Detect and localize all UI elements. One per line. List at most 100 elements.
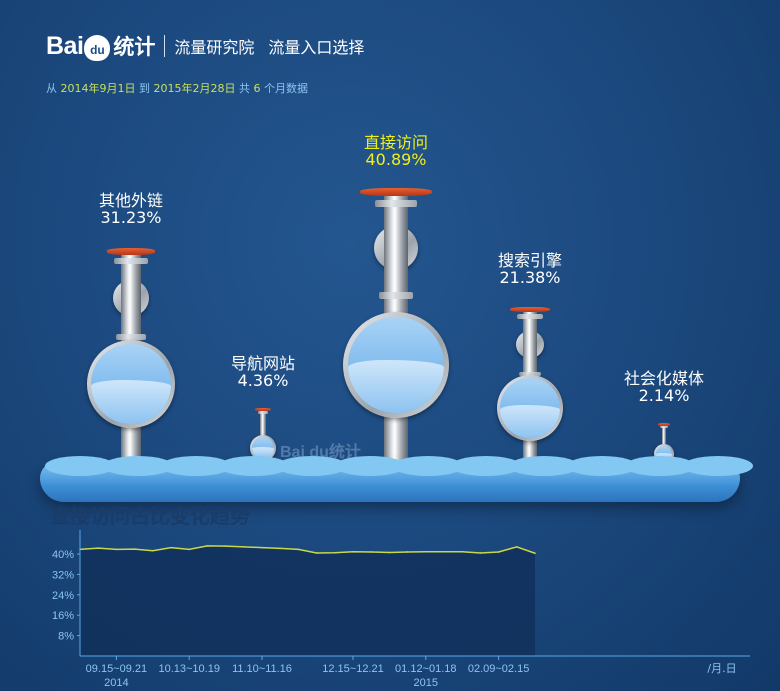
divider	[164, 35, 166, 57]
pipe-flange	[375, 200, 417, 207]
to-label: 到	[139, 82, 150, 95]
cloud-puff	[103, 456, 173, 476]
months-suffix: 个月数据	[264, 82, 308, 95]
x-tick-label: 12.15~12.21	[322, 663, 383, 675]
source-label: 直接访问 40.89%	[364, 134, 428, 168]
logo-suffix: 统计	[113, 35, 156, 59]
water-level	[252, 446, 274, 459]
gauge-glass	[348, 317, 444, 413]
x-tick-label: 10.13~10.19	[158, 663, 219, 675]
to-date: 2015年2月28日	[153, 82, 236, 95]
cloud-puff	[509, 456, 579, 476]
month-count: 6	[253, 82, 261, 95]
cloud-puff	[625, 456, 695, 476]
valve-handle-icon	[255, 408, 271, 411]
year-label: 2015	[414, 677, 438, 689]
source-name: 社会化媒体	[623, 369, 705, 388]
x-axis-label: /月.日	[707, 662, 736, 675]
pipe-upper	[121, 272, 141, 348]
cloud-puff	[335, 456, 405, 476]
y-tick-label: 8%	[58, 631, 74, 643]
trend-title: 直接访问占比变化趋势	[50, 504, 250, 528]
data-point	[152, 549, 154, 552]
water-level	[91, 380, 171, 424]
data-point	[497, 551, 500, 553]
x-tick-label: 01.12~01.18	[395, 663, 456, 675]
cloud-puff	[161, 456, 231, 476]
cloud-puff	[277, 456, 347, 476]
source-label: 社会化媒体 2.14%	[624, 370, 704, 404]
source-label: 搜索引擎 21.38%	[498, 252, 562, 286]
logo-text: Bai	[46, 31, 84, 60]
data-point	[534, 552, 536, 555]
cloud-puff	[45, 456, 115, 476]
nav-traffic-institute[interactable]: 流量研究院	[174, 38, 255, 57]
data-point	[443, 550, 445, 553]
source-percent: 4.36%	[237, 371, 289, 390]
year-label: 2014	[104, 677, 128, 689]
pipe-flange	[660, 425, 668, 429]
pipe-flange	[257, 410, 269, 414]
pipe-flange	[116, 334, 146, 341]
data-point	[370, 551, 373, 553]
baidu-tongji-logo[interactable]: Bai du 统计 流量研究院 流量入口选择	[46, 26, 378, 66]
data-point	[516, 546, 518, 548]
valve-handle-icon	[360, 188, 432, 196]
data-point	[425, 550, 427, 553]
data-point	[279, 547, 282, 550]
data-point	[97, 547, 99, 549]
data-point	[388, 551, 391, 554]
source-percent: 2.14%	[638, 386, 690, 405]
data-point	[352, 550, 354, 553]
x-tick-label: 11.10~11.16	[232, 663, 292, 675]
area-fill	[80, 545, 535, 656]
trend-line	[79, 545, 536, 554]
data-point	[461, 550, 464, 553]
from-date: 2014年9月1日	[60, 82, 136, 95]
pipe-flange	[113, 257, 149, 264]
y-tick-label: 32%	[52, 569, 74, 581]
gauge-icon	[87, 340, 175, 428]
total-label: 共	[239, 82, 250, 95]
source-label: 导航网站 4.36%	[231, 355, 295, 389]
pipe-upper	[384, 218, 408, 308]
pipe-upper	[522, 325, 538, 382]
source-name: 其他外链	[98, 191, 164, 210]
data-point	[406, 551, 409, 553]
cloud-puff	[451, 456, 521, 476]
x-tick-label: 02.09~02.15	[468, 663, 529, 675]
cloud-puff	[683, 456, 753, 476]
data-point	[297, 548, 300, 551]
water-level	[500, 405, 560, 438]
source-name: 直接访问	[363, 133, 429, 152]
gauge-glass	[500, 378, 560, 438]
cloud-puff	[219, 456, 289, 476]
from-label: 从	[46, 82, 57, 95]
cloud-puff	[393, 456, 463, 476]
data-point	[243, 546, 245, 548]
source-name: 导航网站	[230, 354, 296, 373]
source-percent: 31.23%	[100, 208, 162, 227]
paw-icon: du	[84, 35, 111, 61]
gauge-icon	[343, 312, 449, 418]
nav-traffic-entry[interactable]: 流量入口选择	[268, 38, 365, 57]
cloud-band	[40, 456, 753, 502]
data-point	[479, 552, 482, 554]
source-percent: 21.38%	[499, 268, 561, 287]
pipe-flange	[519, 371, 541, 377]
data-point	[170, 546, 172, 549]
data-point	[188, 548, 190, 551]
x-tick-label: 09.15~09.21	[86, 663, 147, 675]
source-name: 搜索引擎	[497, 251, 563, 270]
valve-handle-icon	[107, 248, 155, 255]
data-point	[334, 551, 336, 554]
valve-handle-icon	[658, 423, 670, 426]
y-tick-label: 16%	[52, 610, 74, 622]
pipe-flange	[516, 314, 544, 319]
water-level	[348, 360, 444, 413]
source-percent: 40.89%	[365, 150, 427, 169]
trend-chart: 8% 16% 24% 32% 40% 09.15~09.21 10.13~10.19 11.1…	[52, 530, 750, 689]
source-label: 其他外链 31.23%	[99, 192, 163, 226]
data-point	[133, 548, 136, 550]
y-tick-label: 40%	[52, 549, 74, 561]
